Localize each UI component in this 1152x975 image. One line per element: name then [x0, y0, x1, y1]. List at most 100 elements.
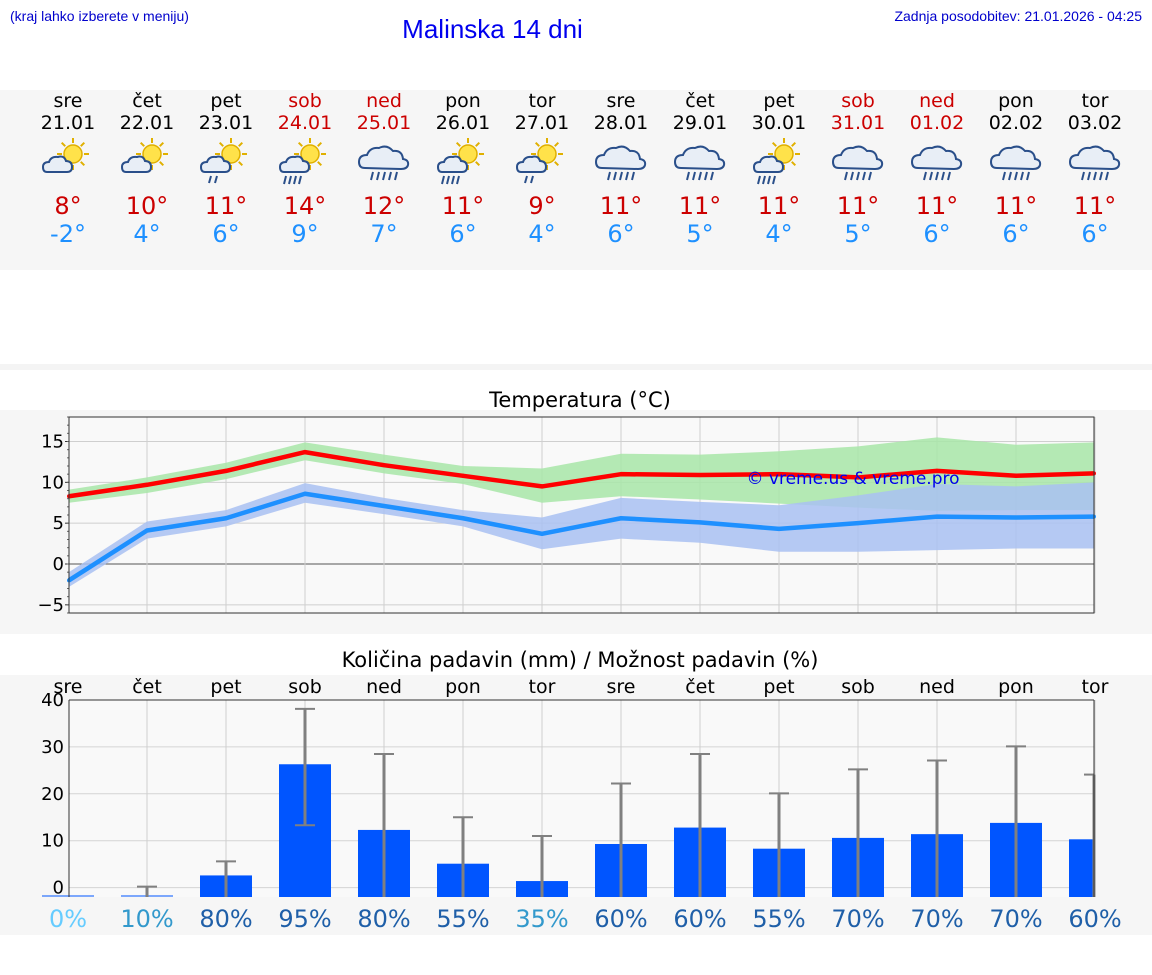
day-name: čet	[685, 90, 715, 112]
day-min-temp: 4°	[528, 220, 556, 248]
rain-probability: 70%	[910, 905, 963, 933]
day-min-temp: 6°	[607, 220, 635, 248]
day-date: 27.01	[514, 112, 570, 134]
rain-probability: 55%	[436, 905, 489, 933]
day-max-temp: 11°	[1073, 192, 1117, 220]
daily-forecast: sre 21.01 8° -2° čet 22.01 10° 4° pet 23.01 11° 6° s…	[0, 90, 1152, 270]
max-temp-point	[382, 463, 386, 468]
day-column: tor 27.01 9° 4°	[502, 90, 582, 248]
day-name: sre	[53, 90, 83, 112]
sun-cloud-icon	[107, 134, 187, 192]
rain-ytick-label: 40	[41, 690, 64, 711]
temperature-chart: 15 10 5 0 −5 © vreme.us & vreme.pro	[37, 416, 1096, 616]
min-temp-point	[856, 521, 860, 526]
max-temp-point	[145, 482, 149, 487]
min-temp-point	[935, 514, 939, 519]
day-min-temp: 4°	[133, 220, 161, 248]
rain-probability: 70%	[989, 905, 1042, 933]
rain-probability: 70%	[831, 905, 884, 933]
day-column: pon 02.02 11° 6°	[976, 90, 1056, 248]
rain-day-label: sre	[54, 676, 83, 698]
day-column: čet 29.01 11° 5°	[660, 90, 740, 248]
sun-cloud-heavy-rain-icon	[739, 134, 819, 192]
rain-probability: 55%	[752, 905, 805, 933]
day-min-temp: 5°	[686, 220, 714, 248]
day-name: sre	[606, 90, 636, 112]
day-name: ned	[366, 90, 402, 112]
max-temp-point	[224, 468, 228, 473]
day-column: ned 01.02 11° 6°	[897, 90, 977, 248]
day-name: čet	[132, 90, 162, 112]
day-date: 22.01	[119, 112, 175, 134]
cloud-rain-icon	[976, 134, 1056, 192]
day-min-temp: 4°	[765, 220, 793, 248]
watermark: © vreme.us & vreme.pro	[746, 469, 959, 489]
cloud-rain-icon	[818, 134, 898, 192]
min-temp-point	[145, 528, 149, 533]
temperature-chart-title: Temperatura (°C)	[489, 388, 671, 412]
rain-probability: 60%	[673, 905, 726, 933]
rain-day-label: tor	[1082, 676, 1109, 698]
day-name: tor	[1081, 90, 1109, 112]
day-max-temp: 8°	[54, 192, 82, 220]
max-temp-point	[619, 472, 623, 477]
min-temp-point	[224, 516, 228, 521]
day-max-temp: 11°	[441, 192, 485, 220]
day-column: sre 21.01 8° -2°	[28, 90, 108, 248]
max-temp-point	[777, 472, 781, 477]
day-max-temp: 11°	[836, 192, 880, 220]
day-name: pon	[445, 90, 481, 112]
day-max-temp: 10°	[125, 192, 169, 220]
rain-day-label: pet	[210, 676, 241, 698]
day-max-temp: 9°	[528, 192, 556, 220]
region-hint: (kraj lahko izberete v meniju)	[10, 8, 189, 24]
day-max-temp: 11°	[204, 192, 248, 220]
max-temp-point	[698, 472, 702, 477]
rain-day-label: pet	[763, 676, 794, 698]
cloud-rain-icon	[581, 134, 661, 192]
day-min-temp: 6°	[1002, 220, 1030, 248]
min-temp-point	[698, 520, 702, 525]
temp-ytick-label: 10	[41, 472, 64, 493]
day-name: pet	[763, 90, 795, 112]
temp-ytick-label: 15	[41, 432, 64, 453]
min-temp-line	[67, 491, 1095, 583]
rain-day-label: ned	[919, 676, 955, 698]
rain-day-label: sob	[288, 676, 322, 698]
day-date: 24.01	[277, 112, 333, 134]
max-temp-point	[1014, 473, 1018, 478]
day-min-temp: 6°	[923, 220, 951, 248]
max-temp-point	[303, 450, 307, 455]
sun-cloud-heavy-rain-icon	[423, 134, 503, 192]
min-temp-point	[540, 531, 544, 536]
day-max-temp: 11°	[994, 192, 1038, 220]
day-date: 23.01	[198, 112, 254, 134]
max-temp-point	[856, 475, 860, 480]
rain-ytick-label: 20	[41, 784, 64, 805]
day-max-temp: 12°	[362, 192, 406, 220]
day-min-temp: 6°	[212, 220, 240, 248]
day-min-temp: 6°	[1081, 220, 1109, 248]
sun-cloud-heavy-rain-icon	[265, 134, 345, 192]
precipitation-chart-title: Količina padavin (mm) / Možnost padavin …	[341, 648, 819, 672]
rain-day-label: tor	[529, 676, 556, 698]
day-column: čet 22.01 10° 4°	[107, 90, 187, 248]
sun-cloud-rain-icon	[186, 134, 266, 192]
temp-ytick-label: 5	[53, 513, 64, 534]
rain-ytick-label: 30	[41, 737, 64, 758]
min-temp-point	[777, 526, 781, 531]
rain-day-label: čet	[132, 676, 162, 698]
rain-probability: 80%	[357, 905, 410, 933]
day-max-temp: 11°	[678, 192, 722, 220]
rain-probability: 95%	[278, 905, 331, 933]
day-date: 28.01	[593, 112, 649, 134]
cloud-rain-icon	[660, 134, 740, 192]
day-date: 26.01	[435, 112, 491, 134]
day-date: 29.01	[672, 112, 728, 134]
day-column: ned 25.01 12° 7°	[344, 90, 424, 248]
precipitation-chart: 40 30 20 10 0 sre čet pet sob ned pon tor sre čet pet s…	[41, 676, 1122, 933]
cloud-rain-icon	[344, 134, 424, 192]
rain-day-label: sob	[841, 676, 875, 698]
rain-probability: 10%	[120, 905, 173, 933]
day-name: tor	[528, 90, 556, 112]
